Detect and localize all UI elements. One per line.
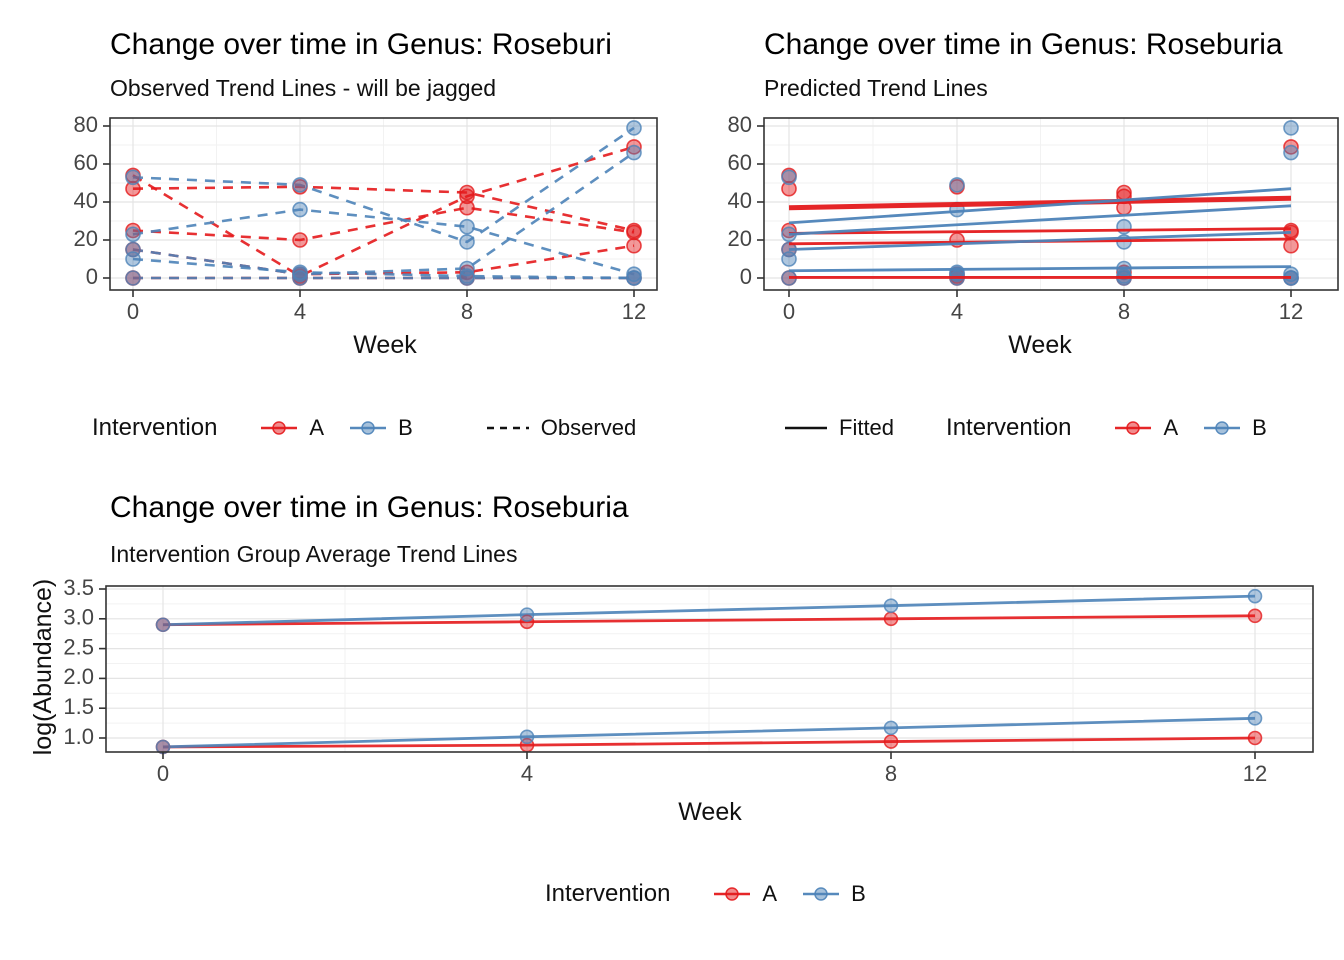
svg-text:2.5: 2.5 xyxy=(63,634,94,659)
legend-key-b-icon xyxy=(801,883,841,905)
legend-label-a: A xyxy=(762,881,778,906)
svg-text:0: 0 xyxy=(127,299,139,324)
legend-label-a: A xyxy=(309,415,325,440)
svg-text:1.0: 1.0 xyxy=(63,724,94,749)
observed-chart-subtitle: Observed Trend Lines - will be jagged xyxy=(110,75,497,101)
average-chart-legend: Intervention A B xyxy=(545,879,866,909)
svg-text:0: 0 xyxy=(157,761,169,786)
svg-text:80: 80 xyxy=(728,112,752,137)
observed-chart-legend: Intervention A B Observed xyxy=(92,413,636,443)
svg-text:8: 8 xyxy=(1118,299,1130,324)
predicted-x-axis-label: Week xyxy=(1008,331,1072,359)
legend-title: Intervention xyxy=(545,880,671,907)
svg-text:40: 40 xyxy=(728,188,752,213)
svg-text:4: 4 xyxy=(521,761,533,786)
predicted-chart-legend: Fitted Intervention A B xyxy=(783,413,1267,443)
svg-text:4: 4 xyxy=(951,299,963,324)
legend-label-b: B xyxy=(851,881,866,906)
legend-key-b-icon xyxy=(348,417,388,439)
svg-text:3.0: 3.0 xyxy=(63,605,94,630)
legend-title: Intervention xyxy=(946,414,1072,441)
svg-text:12: 12 xyxy=(622,299,646,324)
legend-key-b-icon xyxy=(1202,417,1242,439)
svg-text:80: 80 xyxy=(74,112,98,137)
svg-text:20: 20 xyxy=(74,226,98,251)
average-chart-subtitle: Intervention Group Average Trend Lines xyxy=(110,541,518,567)
legend-key-observed-dashed-icon xyxy=(485,417,531,439)
svg-text:3.5: 3.5 xyxy=(63,575,94,600)
svg-text:4: 4 xyxy=(294,299,306,324)
legend-label-b: B xyxy=(1252,415,1267,440)
average-y-axis-label: log(Abundance) xyxy=(29,578,57,756)
svg-text:8: 8 xyxy=(461,299,473,324)
legend-key-a-icon xyxy=(259,417,299,439)
legend-key-a-icon xyxy=(712,883,752,905)
svg-text:60: 60 xyxy=(728,150,752,175)
svg-text:2.0: 2.0 xyxy=(63,664,94,689)
svg-text:60: 60 xyxy=(74,150,98,175)
predicted-chart-title: Change over time in Genus: Roseburia xyxy=(764,28,1283,61)
svg-text:8: 8 xyxy=(885,761,897,786)
legend-key-fitted-solid-icon xyxy=(783,417,829,439)
svg-text:20: 20 xyxy=(728,226,752,251)
predicted-chart-subtitle: Predicted Trend Lines xyxy=(764,75,988,101)
legend-label-observed: Observed xyxy=(540,415,637,440)
svg-text:12: 12 xyxy=(1243,761,1267,786)
svg-text:40: 40 xyxy=(74,188,98,213)
legend-label-a: A xyxy=(1163,415,1179,440)
legend-label-b: B xyxy=(398,415,413,440)
svg-text:0: 0 xyxy=(740,264,752,289)
legend-key-a-icon xyxy=(1113,417,1153,439)
legend-title: Intervention xyxy=(92,414,218,441)
svg-text:0: 0 xyxy=(783,299,795,324)
average-chart-title: Change over time in Genus: Roseburia xyxy=(110,491,629,524)
legend-label-fitted: Fitted xyxy=(839,415,895,440)
svg-text:1.5: 1.5 xyxy=(63,694,94,719)
svg-text:12: 12 xyxy=(1279,299,1303,324)
observed-x-axis-label: Week xyxy=(353,331,417,359)
svg-text:0: 0 xyxy=(86,264,98,289)
observed-chart-title: Change over time in Genus: Roseburi xyxy=(110,28,612,61)
average-x-axis-label: Week xyxy=(678,798,742,826)
